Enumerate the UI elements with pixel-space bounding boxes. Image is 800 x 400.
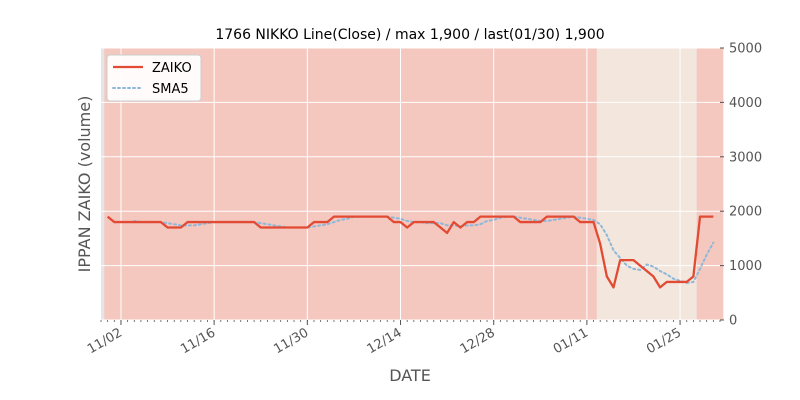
x-axis-label: DATE (389, 366, 431, 385)
y-tick-label-0: 0 (729, 314, 737, 329)
y-tick-label-2: 2000 (729, 205, 762, 220)
x-tick-label-3: 12/14 (365, 325, 405, 357)
x-tick-label-0: 11/02 (85, 325, 125, 357)
legend-label-sma5: SMA5 (152, 82, 189, 97)
x-tick-label-2: 11/30 (271, 325, 311, 357)
legend-label-zaiko: ZAIKO (152, 61, 192, 76)
y-tick-label-5: 5000 (729, 42, 762, 57)
y-axis-label: IPPAN ZAIKO (volume) (75, 96, 94, 273)
x-tick-label-6: 01/25 (644, 325, 684, 357)
series-line-zaiko (106, 215, 714, 289)
shaded-range-2 (443, 48, 597, 320)
chart-title: 1766 NIKKO Line(Close) / max 1,900 / las… (215, 27, 604, 43)
y-tick-label-3: 3000 (729, 150, 762, 165)
x-tick-label-5: 01/11 (551, 325, 591, 357)
shaded-range-4 (696, 48, 724, 320)
legend: ZAIKO SMA5 (106, 54, 202, 102)
y-tick-label-4: 4000 (729, 96, 762, 111)
grid-lines (101, 47, 720, 321)
x-tick-label-1: 11/16 (178, 325, 218, 357)
y-tick-label-1: 1000 (729, 259, 762, 274)
x-axis-ticks: 11/02 11/16 11/30 12/14 12/28 01/11 01/25 (85, 320, 721, 357)
shaded-range-3 (596, 48, 697, 320)
x-tick-label-4: 12/28 (458, 325, 498, 357)
y-axis-ticks: 0 1000 2000 3000 4000 5000 (720, 42, 762, 329)
